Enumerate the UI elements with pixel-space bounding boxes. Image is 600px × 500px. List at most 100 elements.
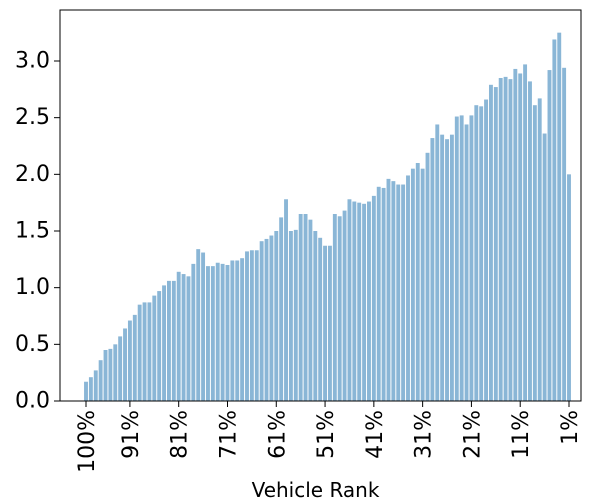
bar [147, 302, 152, 401]
bar [230, 260, 235, 401]
bar [191, 263, 196, 401]
x-tick-label: 91% [119, 410, 144, 459]
bar [362, 203, 367, 401]
x-tick-label: 31% [412, 410, 437, 459]
bar [186, 276, 191, 401]
x-tick-label: 51% [314, 410, 339, 459]
bar [557, 32, 562, 402]
bar [376, 186, 381, 401]
bar [425, 152, 430, 401]
bar [410, 168, 415, 401]
bar [469, 115, 474, 402]
bar [445, 139, 449, 401]
bar [215, 262, 220, 401]
bar [225, 265, 230, 401]
bar [528, 81, 532, 402]
y-tick-label: 2.5 [15, 105, 50, 130]
bar [103, 350, 108, 401]
bar [132, 314, 137, 401]
bar [235, 260, 240, 401]
bar [142, 302, 147, 401]
bar [498, 78, 503, 401]
bar [254, 250, 259, 401]
bar [166, 280, 171, 401]
bars-group [84, 32, 571, 402]
y-tick-label: 2.0 [15, 162, 50, 187]
bar [430, 138, 435, 402]
bar [176, 271, 181, 401]
y-axis: 0.0 0.5 1.0 1.5 2.0 2.5 3.0 [15, 49, 60, 414]
bar [323, 245, 328, 401]
bar [479, 106, 484, 401]
bar [391, 181, 396, 401]
bar [454, 116, 459, 402]
bar [459, 115, 464, 402]
y-tick-label: 1.5 [15, 219, 50, 244]
bar [508, 79, 513, 401]
bar [337, 216, 342, 401]
bar [327, 245, 332, 401]
bar [352, 201, 357, 401]
bar [464, 124, 469, 401]
x-tick-label: 100% [75, 410, 100, 473]
bar [240, 258, 245, 401]
bar [157, 291, 162, 401]
x-tick-label: 81% [168, 410, 193, 459]
bar [371, 195, 376, 401]
bar [259, 241, 264, 401]
bar [196, 249, 201, 401]
bar [523, 64, 528, 402]
bar [415, 163, 420, 401]
bar [367, 201, 371, 401]
bar [532, 105, 537, 401]
bar [449, 134, 454, 401]
bar [484, 99, 489, 402]
bar [503, 76, 508, 401]
bar [474, 105, 479, 401]
bar [127, 320, 132, 401]
bar [98, 360, 103, 401]
bar [332, 214, 337, 401]
x-tick-label: 1% [558, 410, 583, 445]
bar [137, 304, 142, 401]
plot-frame [59, 9, 582, 402]
x-tick-label: 61% [265, 410, 290, 459]
x-tick-label: 71% [216, 410, 241, 459]
bar [440, 134, 445, 401]
bar [488, 84, 493, 402]
y-tick-label: 0.5 [15, 332, 50, 357]
bar [206, 266, 210, 401]
y-tick-label: 0.0 [15, 389, 50, 414]
bar [342, 210, 347, 401]
bar [269, 235, 274, 401]
x-tick-label: 21% [460, 410, 485, 459]
bar [279, 217, 284, 401]
bar [386, 178, 391, 401]
bar [537, 98, 542, 402]
bar [513, 68, 518, 401]
x-tick-label: 41% [363, 410, 388, 459]
bar [293, 229, 298, 401]
bar [406, 175, 410, 401]
bar [420, 168, 425, 401]
bar [162, 285, 167, 401]
y-tick-label: 3.0 [15, 49, 50, 74]
bar [401, 184, 406, 401]
bar [93, 370, 98, 401]
bar [245, 251, 249, 401]
bar [108, 348, 113, 401]
bar [284, 199, 288, 401]
bar [313, 231, 318, 401]
bar [181, 274, 186, 401]
bar [113, 344, 118, 401]
bar [493, 87, 498, 402]
bar [381, 187, 386, 401]
bar [123, 328, 127, 401]
bar [303, 214, 308, 401]
x-axis: 100% 91% 81% 71% 61% 51% 41% 31% 21% 11% 1% [75, 401, 583, 473]
bar [547, 70, 552, 402]
bar [210, 266, 215, 401]
bar [347, 199, 352, 401]
bar [171, 280, 176, 401]
